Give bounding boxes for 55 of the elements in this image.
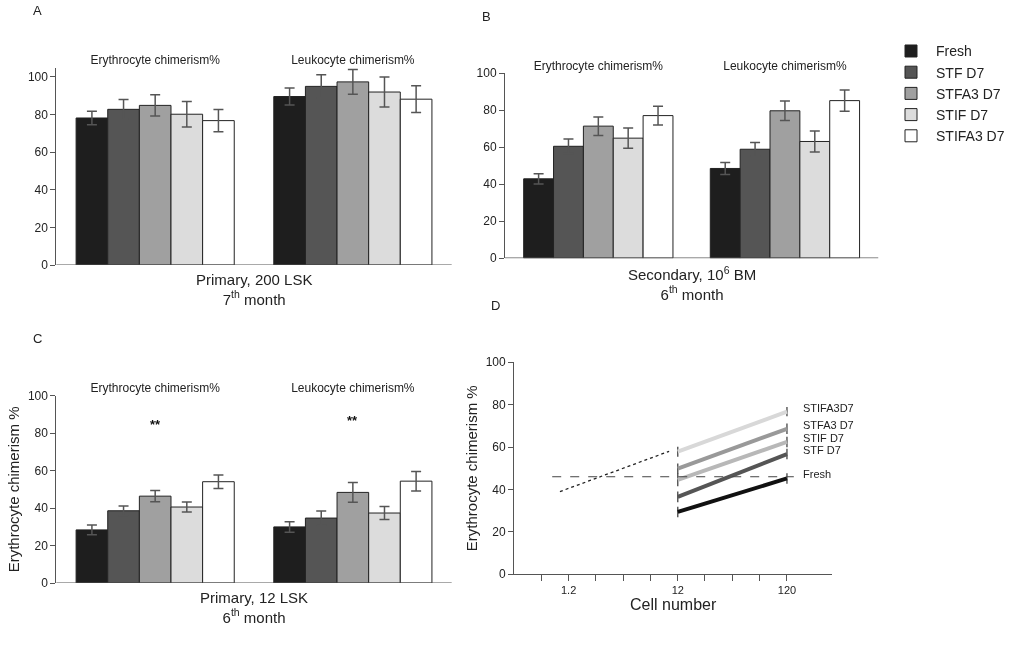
y-tick-label: 40 [483, 177, 497, 192]
y-tick-label: 60 [492, 440, 506, 455]
chart-title: D [491, 298, 501, 313]
x-tick-label: Erythrocyte chimerism% [90, 53, 221, 68]
legend-label: Fresh [936, 43, 972, 60]
y-tick-label: 20 [483, 214, 497, 229]
x-axis-title: Primary, 200 LSK 7$^{th}$ month [196, 271, 313, 308]
x-tick-label: Erythrocyte chimerism% [533, 58, 664, 73]
x-tick-label: 12 [671, 584, 684, 597]
y-axis-title: Erythrocyte chimerism % [462, 385, 480, 552]
series-label: Fresh [803, 468, 832, 480]
y-tick-label: 20 [34, 220, 49, 235]
legend-label: STIFA3 D7 [936, 128, 1005, 145]
y-tick-label: 0 [41, 576, 49, 591]
chart-title: A [33, 3, 42, 18]
y-tick-label: 0 [41, 258, 49, 273]
y-tick-label: 20 [34, 538, 49, 553]
chart-title: B [482, 9, 491, 24]
x-tick-label: Leukocyte chimerism% [291, 53, 415, 68]
x-tick-label: 1.2 [560, 584, 577, 597]
y-tick-label: 100 [27, 70, 49, 85]
x-tick-label: Erythrocyte chimerism% [90, 381, 221, 396]
y-tick-label: 40 [492, 482, 506, 497]
x-tick-label: Leukocyte chimerism% [723, 58, 847, 73]
annotation: ** [347, 413, 359, 428]
y-tick-label: 100 [485, 355, 506, 370]
y-tick-label: 100 [27, 388, 49, 403]
series-label: STF D7 [803, 444, 841, 456]
annotation: ** [150, 417, 162, 432]
y-tick-label: 0 [498, 567, 506, 582]
y-tick-label: 0 [489, 251, 497, 266]
text: Secondary, 10$^{6}$ BM 6$^{th}$ month [628, 264, 757, 303]
x-tick-label: 120 [777, 584, 797, 597]
y-tick-label: 40 [34, 183, 49, 198]
y-tick-label: 60 [483, 140, 497, 155]
y-tick-label: 80 [34, 426, 49, 441]
y-axis-title: Erythrocyte chimerism % [5, 406, 23, 573]
y-tick-label: 80 [483, 103, 497, 118]
y-tick-label: 40 [34, 501, 49, 516]
y-tick-label: 80 [492, 397, 506, 412]
series-label: STFA3 D7 [803, 419, 854, 431]
legend-label: STF D7 [936, 64, 985, 81]
y-tick-label: 80 [34, 107, 49, 122]
chart-title: C [33, 331, 43, 346]
y-tick-label: 100 [476, 66, 497, 81]
legend-label: STFA3 D7 [936, 85, 1001, 102]
y-tick-label: 60 [34, 463, 49, 478]
x-axis-title: Cell number [630, 596, 717, 613]
x-tick-label: Leukocyte chimerism% [291, 381, 415, 396]
x-axis-title: Primary, 12 LSK 6$^{th}$ month [200, 589, 309, 626]
series-label: STIF D7 [803, 432, 844, 444]
legend-label: STIF D7 [936, 107, 989, 124]
series-label: STIFA3D7 [803, 402, 854, 414]
y-tick-label: 20 [492, 525, 506, 540]
y-tick-label: 60 [34, 145, 49, 160]
